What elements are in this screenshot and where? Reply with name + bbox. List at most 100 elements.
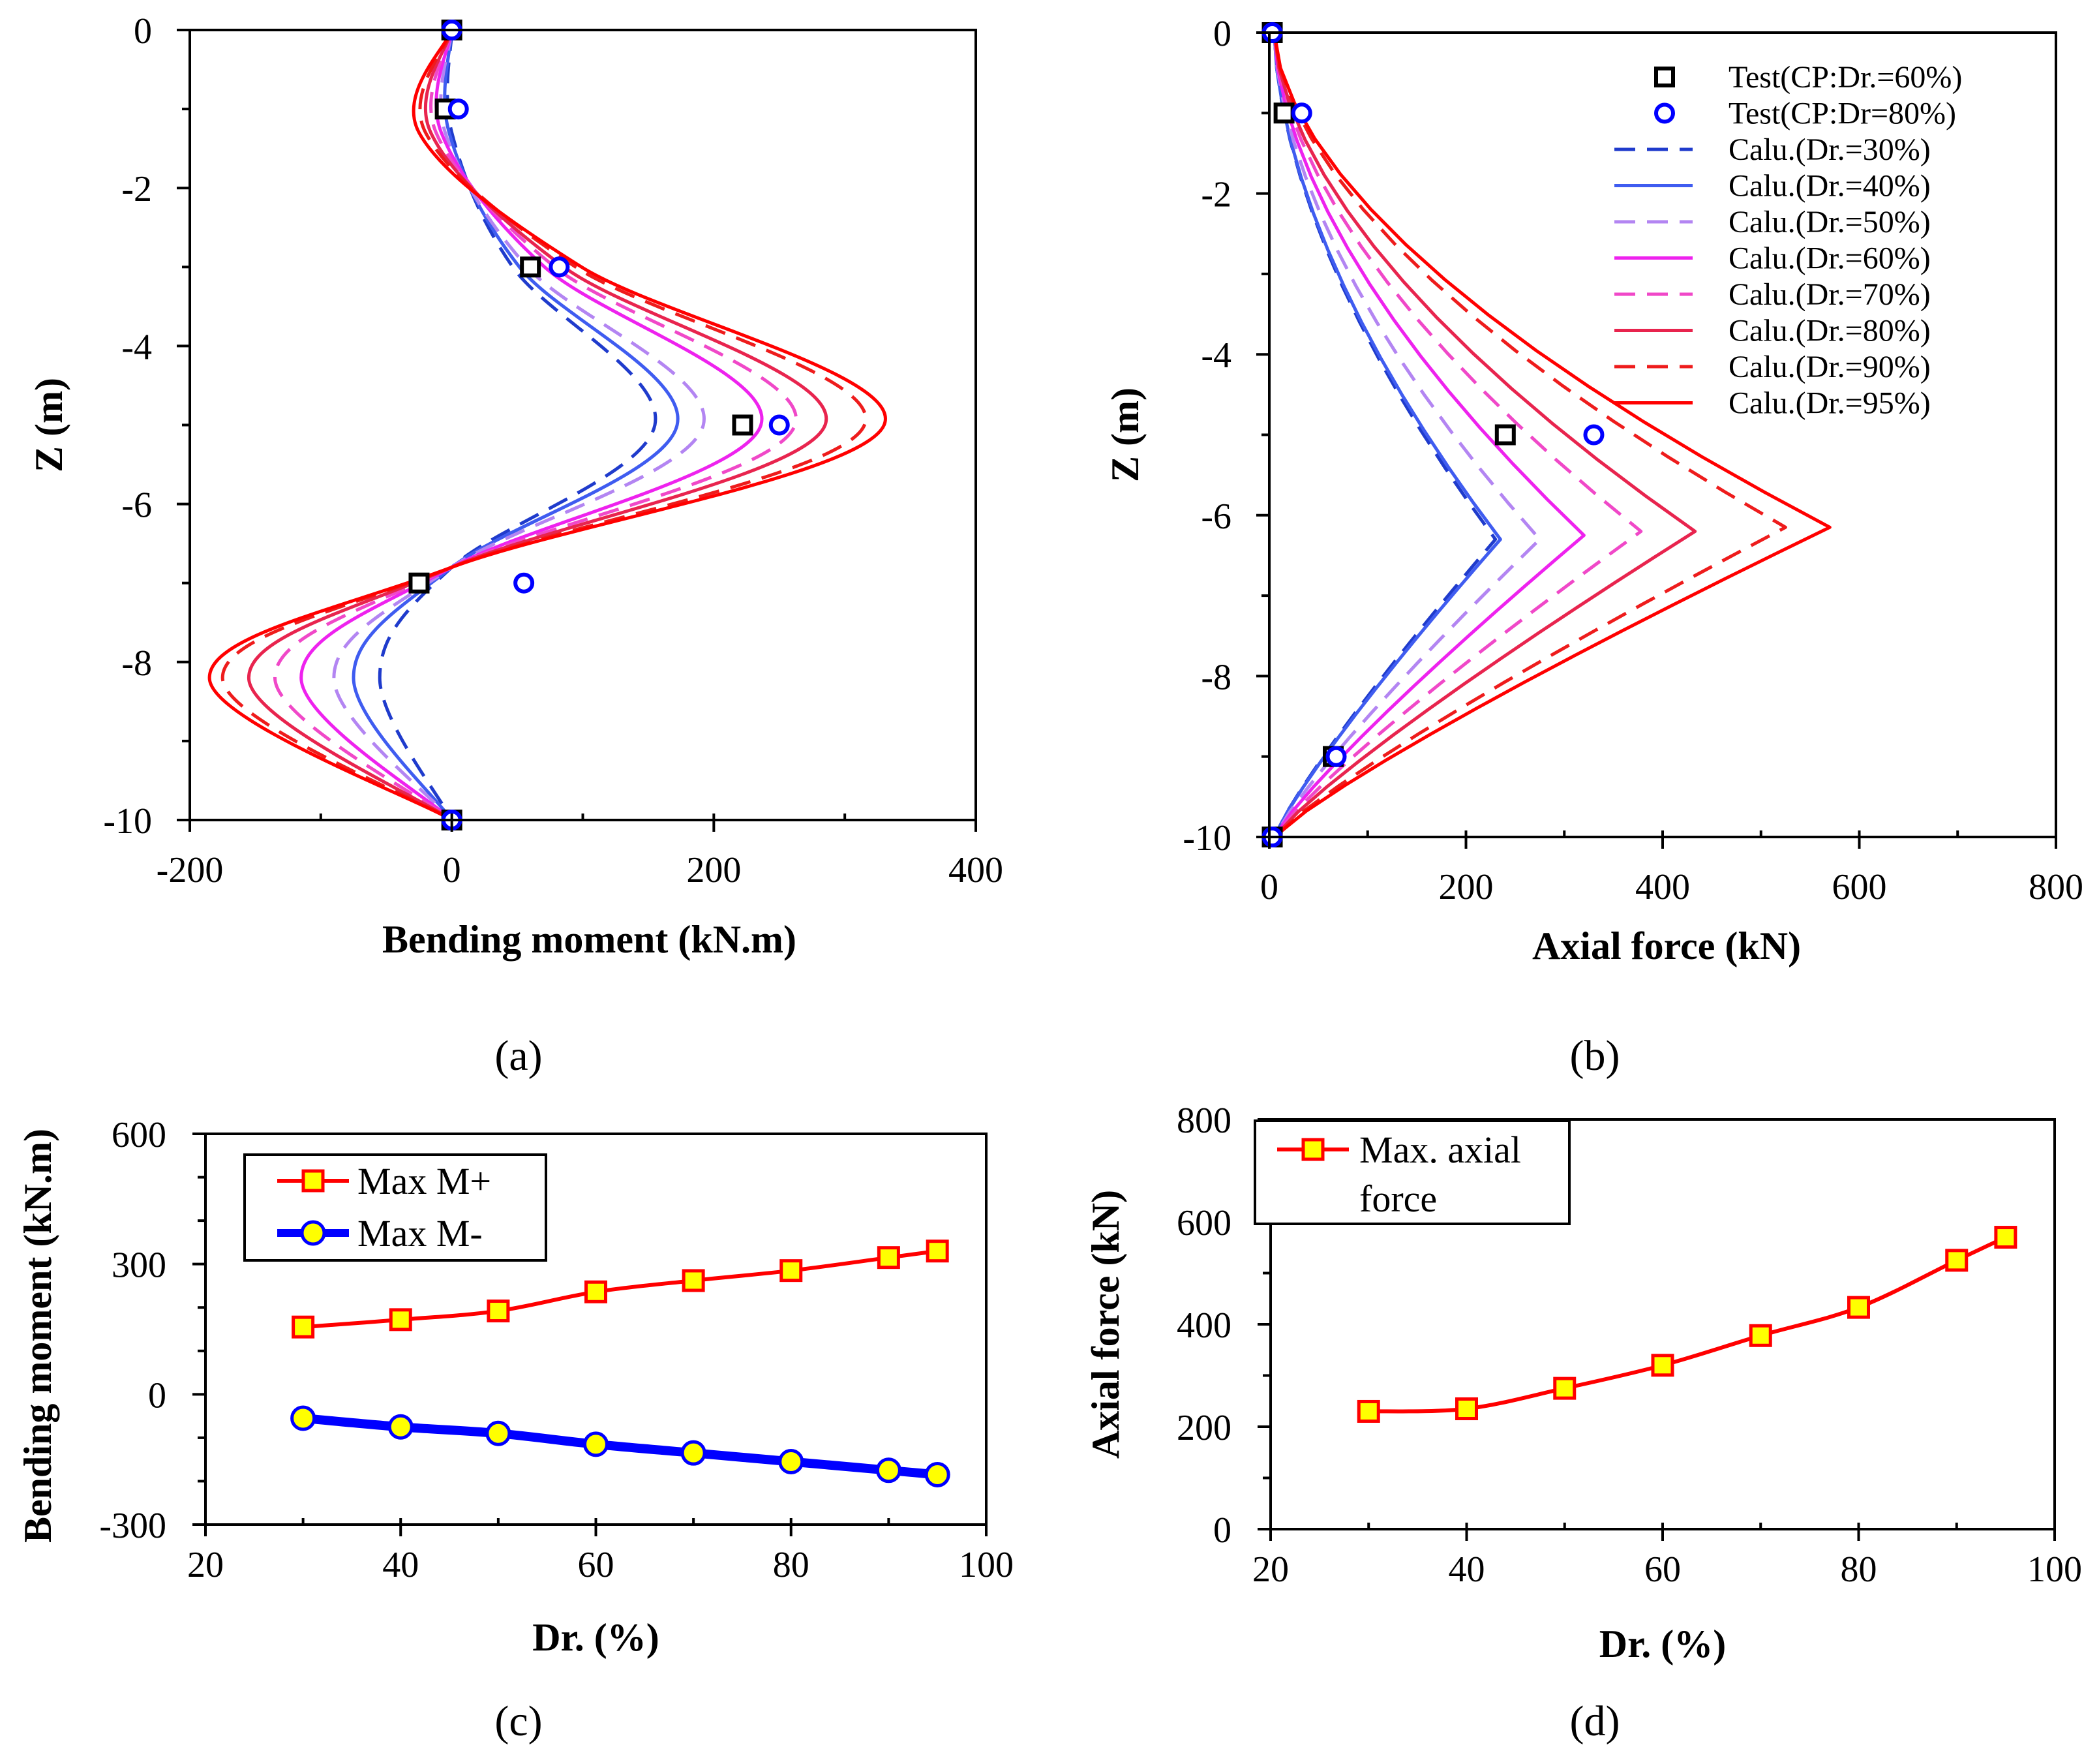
y-axis-title: Axial force (kN) [1084, 1190, 1127, 1459]
legend-label: Max M- [357, 1212, 483, 1255]
panel-a-moment-profile: -200 0 200 400 0 -2 -4 -6 -8 -10 Bending moment (k… [27, 11, 1003, 1080]
max-axial-point [1994, 1226, 2017, 1249]
test-point-circle [447, 99, 469, 120]
max-m-minus-point [485, 1420, 511, 1446]
axial-curve [1273, 32, 1787, 838]
test-point-square [408, 572, 430, 594]
legend-marker [1654, 102, 1675, 124]
max-axial-point [1553, 1376, 1577, 1400]
y-tick-label: 600 [1177, 1203, 1231, 1243]
max-m-plus-point [682, 1269, 705, 1292]
panel-b-axial-profile: 0 200 400 600 800 0 -2 -4 -6 -8 -10 Axial force (kN… [1104, 14, 2083, 1080]
max-m-minus-point [583, 1431, 609, 1457]
legend-marker [1301, 1138, 1325, 1161]
max-m-minus-point [387, 1414, 414, 1440]
x-tick-label: 80 [773, 1545, 809, 1585]
x-tick-label: 200 [686, 850, 741, 890]
max-m-plus-point [292, 1315, 315, 1339]
y-tick-label: -10 [1183, 818, 1231, 859]
legend-label: Calu.(Dr.=30%) [1729, 132, 1931, 167]
x-tick-label: 0 [443, 850, 461, 890]
max-axial-point [1357, 1399, 1380, 1423]
legend-marker [301, 1169, 325, 1193]
x-tick-label: 200 [1439, 867, 1494, 907]
legend-label: Calu.(Dr.=95%) [1729, 386, 1931, 421]
legend: Max M+ Max M- [243, 1153, 547, 1262]
legend-label: Calu.(Dr.=40%) [1729, 169, 1931, 204]
test-point-square [732, 414, 753, 436]
max-m-plus-point [487, 1300, 510, 1323]
max-m-minus-point [290, 1405, 316, 1431]
y-tick-label: -4 [1201, 335, 1231, 376]
x-tick-label: 20 [1252, 1549, 1289, 1590]
moment-curve [332, 29, 706, 821]
test-point-circle [1325, 746, 1347, 767]
y-tick-label: -2 [121, 169, 152, 209]
legend-box [1254, 1119, 1571, 1225]
y-axis-title: Bending moment (kN.m) [16, 1129, 59, 1543]
test-point-circle [1291, 102, 1312, 124]
test-point-square [1273, 102, 1295, 124]
y-tick-label: 400 [1177, 1305, 1231, 1346]
y-tick-label: 300 [112, 1245, 166, 1286]
axial-curve [1273, 32, 1542, 838]
y-tick-label: -10 [103, 801, 152, 842]
x-tick-label: -200 [157, 850, 224, 890]
x-tick-label: 400 [1635, 867, 1690, 907]
legend: Test(CP:Dr.=60%)Test(CP:Dr=80%)Calu.(Dr.… [1614, 60, 1962, 421]
max-axial-point [1749, 1324, 1772, 1347]
axial-curve [1273, 32, 1502, 838]
x-axis-title: Dr. (%) [1599, 1622, 1726, 1665]
x-axis-title: Bending moment (kN.m) [382, 918, 796, 961]
x-tick-label: 0 [1260, 867, 1278, 907]
x-axis-title: Axial force (kN) [1532, 924, 1801, 967]
y-axis-title: Z (m) [27, 378, 70, 472]
y-tick-label: 800 [1177, 1101, 1231, 1141]
x-axis-title: Dr. (%) [532, 1616, 659, 1659]
max-m-plus-point [877, 1246, 900, 1270]
test-point-circle [549, 256, 570, 278]
y-tick-label: 600 [112, 1115, 166, 1155]
moment-curve [220, 29, 868, 822]
axial-curve [1273, 32, 1586, 838]
moment-curve [273, 29, 798, 821]
panel-label: (c) [494, 1697, 542, 1745]
x-tick-label: 100 [2027, 1549, 2082, 1590]
moment-curve [247, 29, 828, 822]
y-tick-label: -2 [1201, 175, 1231, 215]
x-tick-label: 100 [959, 1545, 1014, 1585]
x-tick-label: 40 [1449, 1549, 1485, 1590]
max-m-plus-point [389, 1308, 412, 1331]
panel-label: (d) [1570, 1697, 1620, 1745]
legend-label: Max M+ [357, 1160, 491, 1202]
max-m-plus-point [926, 1239, 949, 1263]
legend-label: Calu.(Dr.=80%) [1729, 314, 1931, 348]
legend-box [243, 1153, 547, 1262]
max-m-minus-point [924, 1461, 950, 1487]
y-tick-label: -8 [121, 643, 152, 684]
moment-curve [207, 29, 887, 822]
test-point-circle [513, 572, 535, 594]
max-axial-line [1368, 1235, 2007, 1414]
x-tick-label: 800 [2029, 867, 2083, 907]
axial-curve [1273, 32, 1643, 838]
max-m-minus-point [680, 1440, 706, 1466]
moment-curve [352, 29, 680, 821]
panel-d-max-axial-vs-dr: 20 40 60 80 100 800 600 400 200 0 Dr. (%) Axial for… [1084, 1101, 2082, 1745]
x-tick-label: 40 [382, 1545, 419, 1585]
x-tick-label: 60 [1644, 1549, 1681, 1590]
panel-label: (a) [494, 1032, 542, 1080]
y-tick-label: -6 [121, 485, 152, 526]
max-axial-point [1847, 1296, 1870, 1319]
plot-frame [189, 29, 977, 821]
test-point-circle [1583, 424, 1605, 446]
y-tick-label: 0 [1213, 1510, 1231, 1551]
y-tick-label: -300 [99, 1506, 166, 1546]
x-tick-label: 400 [948, 850, 1003, 890]
legend-marker [300, 1220, 326, 1246]
moment-curve [378, 29, 657, 821]
x-tick-label: 60 [578, 1545, 614, 1585]
axial-curve [1273, 32, 1832, 838]
y-tick-label: 200 [1177, 1408, 1231, 1448]
